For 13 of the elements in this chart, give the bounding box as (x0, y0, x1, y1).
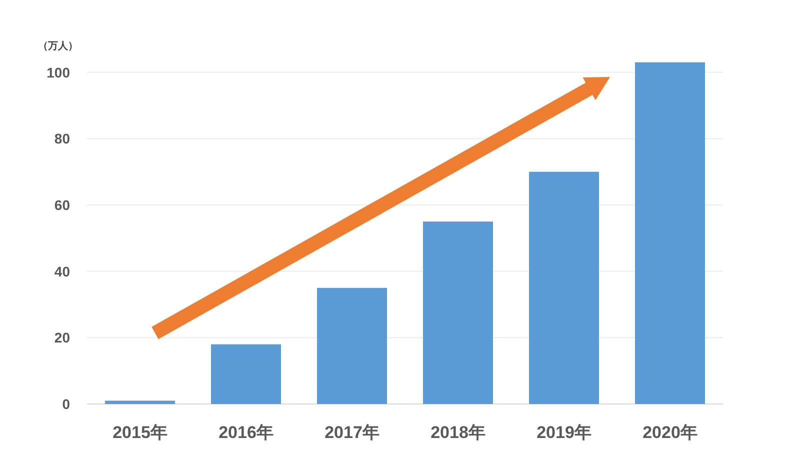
x-tick-label: 2016年 (218, 423, 274, 442)
y-tick-label: 80 (54, 130, 70, 147)
x-tick-label: 2015年 (112, 423, 168, 442)
x-tick-label: 2018年 (430, 423, 486, 442)
y-tick-label: 40 (54, 263, 70, 280)
y-tick-label: 60 (54, 196, 70, 213)
x-tick-label: 2020年 (642, 423, 698, 442)
y-axis-title: （万人） (38, 40, 78, 52)
y-tick-label: 100 (46, 64, 70, 80)
y-tick-label: 20 (54, 330, 70, 346)
x-tick-label: 2017年 (324, 423, 380, 442)
x-tick-label: 2019年 (536, 423, 592, 442)
y-tick-label: 0 (62, 396, 70, 412)
